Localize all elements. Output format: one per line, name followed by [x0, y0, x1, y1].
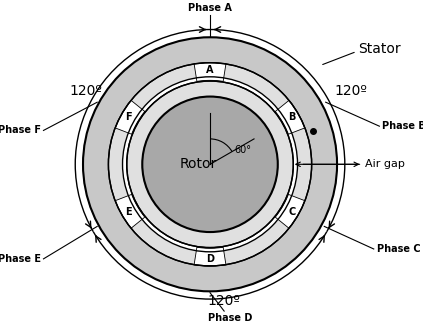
Text: F: F — [125, 112, 132, 122]
Text: E: E — [125, 207, 132, 216]
Polygon shape — [275, 195, 305, 228]
Text: Phase A: Phase A — [188, 3, 232, 13]
Circle shape — [127, 81, 293, 248]
Text: C: C — [288, 207, 296, 216]
Polygon shape — [275, 100, 305, 134]
Text: 120º: 120º — [69, 84, 102, 98]
Text: 120º: 120º — [208, 294, 241, 308]
Text: Phase B: Phase B — [382, 121, 423, 131]
Polygon shape — [115, 100, 145, 134]
Polygon shape — [115, 195, 145, 228]
Text: D: D — [206, 254, 214, 264]
Text: B: B — [288, 112, 296, 122]
Text: Phase D: Phase D — [208, 313, 252, 323]
Text: 60°: 60° — [234, 145, 251, 155]
Text: Rotor: Rotor — [180, 157, 217, 171]
Text: Phase F: Phase F — [0, 125, 41, 135]
Circle shape — [123, 77, 297, 252]
Text: Air gap: Air gap — [365, 159, 405, 169]
Polygon shape — [194, 63, 226, 81]
Text: 120º: 120º — [335, 84, 368, 98]
Text: Phase C: Phase C — [376, 244, 420, 254]
Circle shape — [108, 63, 312, 266]
Polygon shape — [194, 247, 226, 266]
Text: Phase E: Phase E — [0, 254, 41, 264]
Circle shape — [83, 37, 337, 291]
Text: Stator: Stator — [358, 42, 401, 55]
Text: A: A — [206, 65, 214, 75]
Circle shape — [142, 96, 278, 232]
